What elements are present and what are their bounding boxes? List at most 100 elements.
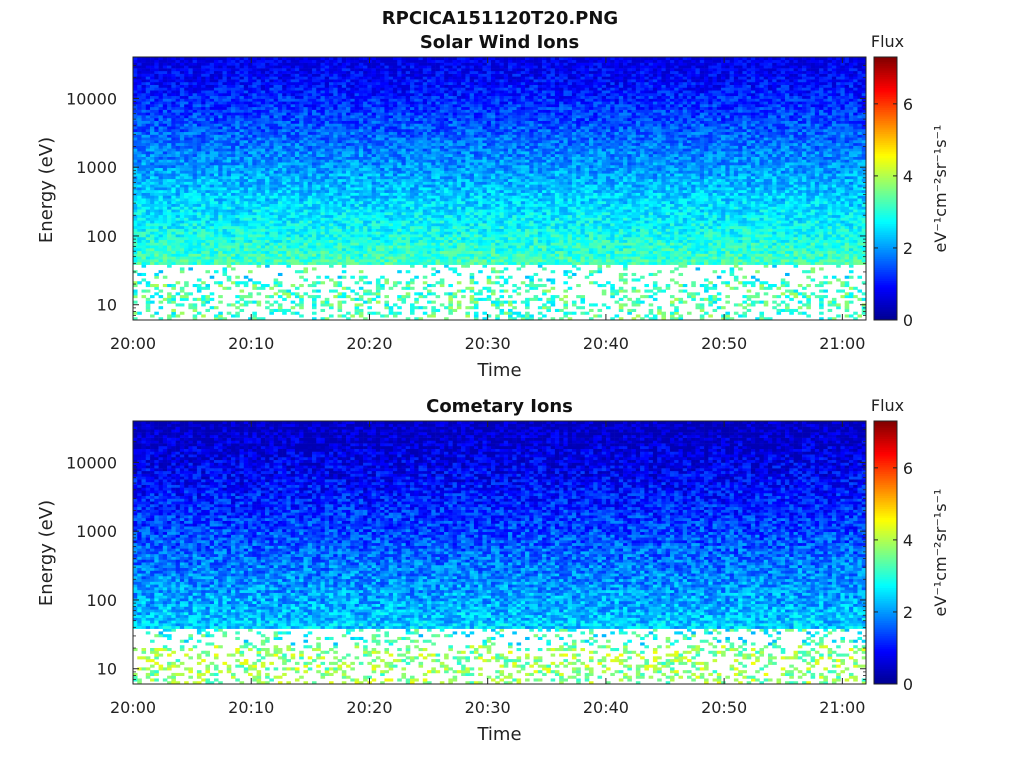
heatmap-cell [325,220,330,223]
heatmap-cell [269,309,274,312]
heatmap-cell [197,121,202,124]
heatmap-cell [261,218,266,221]
heatmap-cell [376,251,381,254]
heatmap-cell [142,154,147,157]
heatmap-cell [180,104,185,107]
heatmap-cell [282,99,287,102]
heatmap-cell [257,281,262,284]
heatmap-cell [261,209,266,212]
heatmap-cell [146,146,151,149]
heatmap-cell [235,110,240,113]
heatmap-cell [367,179,372,182]
heatmap-cell [274,201,279,204]
heatmap-cell [265,154,270,157]
heatmap-cell [214,237,219,240]
heatmap-cell [248,104,253,107]
heatmap-cell [257,171,262,174]
heatmap-cell [210,242,215,245]
heatmap-cell [137,74,142,77]
heatmap-cell [333,212,338,215]
heatmap-cell [210,137,215,140]
heatmap-cell [197,104,202,107]
heatmap-cell [372,220,377,223]
heatmap-cell [235,99,240,102]
heatmap-cell [261,251,266,254]
heatmap-cell [171,63,176,66]
heatmap-cell [222,159,227,162]
heatmap-cell [244,104,249,107]
heatmap-cell [171,206,176,209]
heatmap-cell [291,176,296,179]
heatmap-cell [338,195,343,198]
heatmap-cell [235,121,240,124]
heatmap-cell [205,137,210,140]
heatmap-cell [240,165,245,168]
heatmap-cell [393,303,398,306]
heatmap-cell [193,195,198,198]
heatmap-cell [133,60,138,63]
heatmap-cell [261,137,266,140]
heatmap-cell [154,184,159,187]
heatmap-cell [359,209,364,212]
heatmap-cell [231,267,236,270]
heatmap-cell [312,104,317,107]
heatmap-cell [265,242,270,245]
heatmap-cell [188,87,193,90]
heatmap-cell [269,168,274,171]
heatmap-cell [372,204,377,207]
heatmap-cell [274,240,279,243]
heatmap-cell [350,157,355,160]
heatmap-cell [380,63,385,66]
heatmap-cell [321,140,326,143]
heatmap-cell [235,201,240,204]
heatmap-cell [214,74,219,77]
heatmap-cell [222,137,227,140]
heatmap-cell [282,107,287,110]
heatmap-cell [367,118,372,121]
heatmap-cell [376,184,381,187]
heatmap-cell [316,132,321,135]
heatmap-cell [244,226,249,229]
heatmap-cell [227,157,232,160]
heatmap-cell [393,173,398,176]
heatmap-cell [218,168,223,171]
heatmap-cell [188,157,193,160]
heatmap-cell [380,68,385,71]
heatmap-cell [235,148,240,151]
heatmap-cell [176,206,181,209]
heatmap-cell [176,162,181,165]
heatmap-cell [329,87,334,90]
heatmap-cell [338,254,343,257]
heatmap-cell [269,143,274,146]
heatmap-cell [355,154,360,157]
heatmap-cell [146,76,151,79]
heatmap-cell [363,220,368,223]
heatmap-cell [333,259,338,262]
heatmap-cell [261,132,266,135]
heatmap-cell [342,248,347,251]
heatmap-cell [154,90,159,93]
heatmap-cell [329,137,334,140]
heatmap-cell [244,162,249,165]
heatmap-cell [150,284,155,287]
heatmap-cell [244,76,249,79]
heatmap-cell [176,254,181,257]
heatmap-cell [376,240,381,243]
heatmap-cell [154,234,159,237]
heatmap-cell [235,140,240,143]
heatmap-cell [150,126,155,129]
heatmap-cell [252,87,257,90]
heatmap-cell [367,256,372,259]
heatmap-cell [321,148,326,151]
heatmap-cell [248,112,253,115]
heatmap-cell [154,65,159,68]
heatmap-cell [333,159,338,162]
heatmap-cell [312,159,317,162]
heatmap-cell [380,121,385,124]
heatmap-cell [389,104,394,107]
heatmap-cell [338,104,343,107]
heatmap-cell [389,132,394,135]
heatmap-cell [278,201,283,204]
heatmap-cell [205,240,210,243]
heatmap-cell [184,281,189,284]
